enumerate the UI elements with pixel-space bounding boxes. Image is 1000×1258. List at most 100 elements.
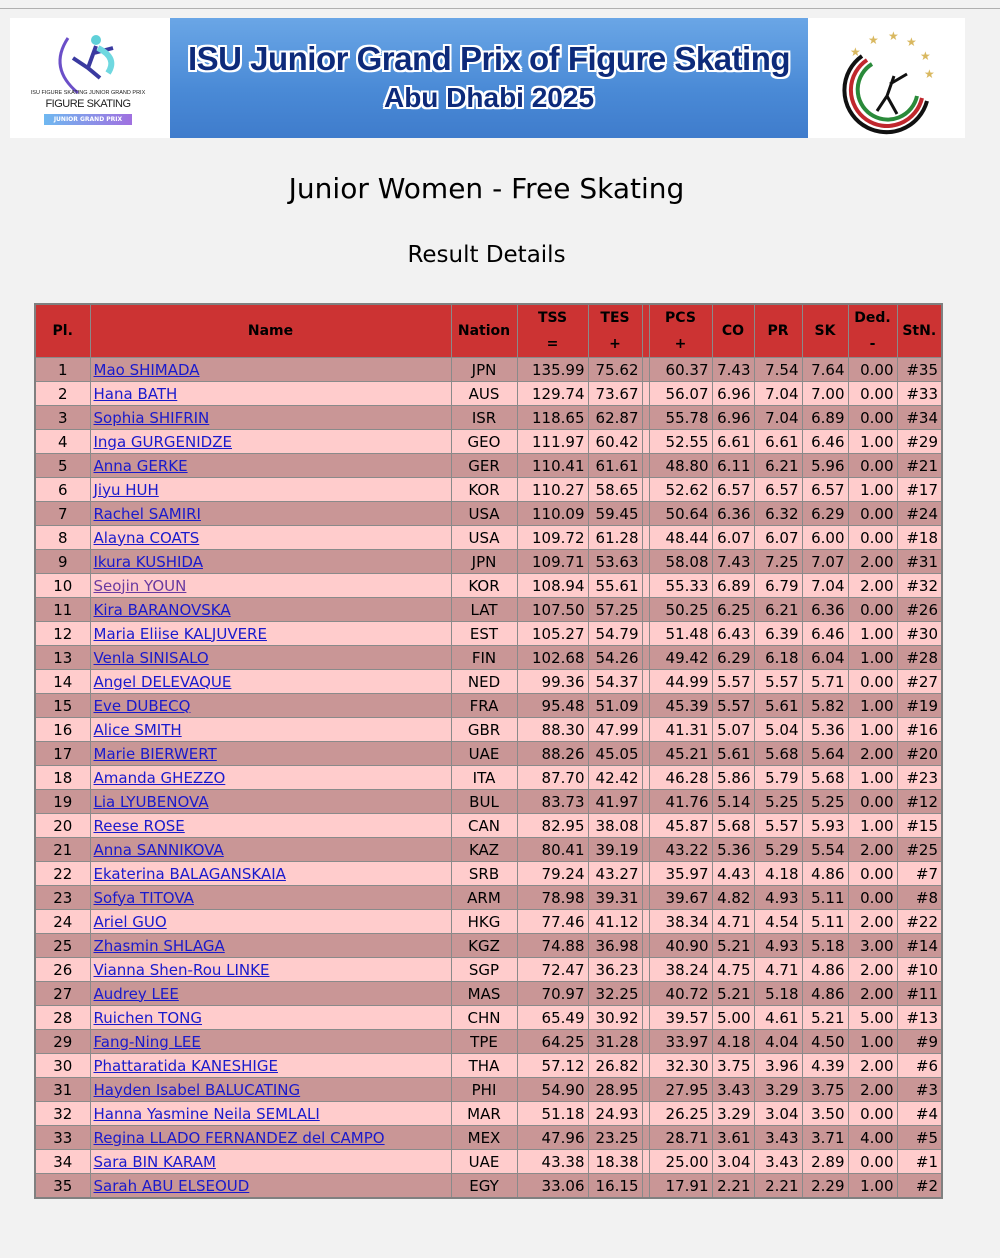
skater-link[interactable]: Venla SINISALO [93,648,209,667]
cell-co: 6.61 [711,429,755,454]
cell-nation: AUS [450,381,518,406]
cell-pl: 25 [34,933,91,958]
skater-link[interactable]: Rachel SAMIRI [93,504,201,523]
skater-link[interactable]: Marie BIERWERT [93,744,217,763]
cell-pr: 6.07 [753,525,803,550]
cell-pl: 2 [34,381,91,406]
cell-tss: 118.65 [516,405,589,430]
cell-pcs: 40.72 [648,981,713,1006]
header-operator: + [609,336,621,352]
skater-link[interactable]: Jiyu HUH [93,480,159,499]
skater-link[interactable]: Hayden Isabel BALUCATING [93,1080,301,1099]
skater-link[interactable]: Maria Eliise KALJUVERE [93,624,267,643]
cell-tes: 43.27 [587,861,643,886]
skater-link[interactable]: Vianna Shen-Rou LINKE [93,960,270,979]
skater-link[interactable]: Alayna COATS [93,528,200,547]
spacer-cell [641,717,650,742]
skater-link[interactable]: Eve DUBECQ [93,696,191,715]
table-row: 21 Anna SANNIKOVA KAZ 80.41 39.19 43.22 5.36 5.… [34,837,943,862]
spacer-cell [641,933,650,958]
cell-pl: 16 [34,717,91,742]
logo-junior-grand-prix-text: JUNIOR GRAND PRIX [44,114,132,125]
cell-pcs: 40.90 [648,933,713,958]
cell-tes: 47.99 [587,717,643,742]
skater-link[interactable]: Lia LYUBENOVA [93,792,209,811]
cell-pcs: 44.99 [648,669,713,694]
skater-link[interactable]: Phattaratida KANESHIGE [93,1056,278,1075]
skater-link[interactable]: Anna SANNIKOVA [93,840,224,859]
skater-link[interactable]: Hana BATH [93,384,178,403]
cell-pl: 12 [34,621,91,646]
skater-link[interactable]: Audrey LEE [93,984,179,1003]
cell-stn: #15 [896,813,943,838]
cell-co: 5.14 [711,789,755,814]
cell-stn: #25 [896,837,943,862]
table-row: 1 Mao SHIMADA JPN 135.99 75.62 60.37 7.43 7.54 7… [34,357,943,382]
cell-pcs: 35.97 [648,861,713,886]
cell-tss: 105.27 [516,621,589,646]
cell-pl: 30 [34,1053,91,1078]
skater-link[interactable]: Kira BARANOVSKA [93,600,231,619]
skater-link[interactable]: Fang-Ning LEE [93,1032,201,1051]
skater-link[interactable]: Hanna Yasmine Neila SEMLALI [93,1104,320,1123]
skater-link[interactable]: Sarah ABU ELSEOUD [93,1176,250,1195]
cell-pl: 33 [34,1125,91,1150]
cell-nation: UAE [450,1149,518,1174]
spacer-cell [641,1053,650,1078]
skater-link[interactable]: Seojin YOUN [93,576,187,595]
banner-title: ISU Junior Grand Prix of Figure Skating [187,40,791,77]
skater-link[interactable]: Ariel GUO [93,912,167,931]
skater-link[interactable]: Regina LLADO FERNANDEZ del CAMPO [93,1128,385,1147]
cell-co: 5.57 [711,693,755,718]
skater-link[interactable]: Ruichen TONG [93,1008,203,1027]
cell-ded: 1.00 [847,1029,898,1054]
cell-stn: #1 [896,1149,943,1174]
skater-link[interactable]: Alice SMITH [93,720,182,739]
cell-stn: #34 [896,405,943,430]
skater-link[interactable]: Anna GERKE [93,456,188,475]
cell-nation: USA [450,501,518,526]
cell-pr: 4.61 [753,1005,803,1030]
skater-link[interactable]: Ikura KUSHIDA [93,552,203,571]
cell-pr: 6.21 [753,453,803,478]
cell-sk: 5.68 [801,765,849,790]
skater-link[interactable]: Amanda GHEZZO [93,768,226,787]
skater-link[interactable]: Sara BIN KARAM [93,1152,216,1171]
skater-link[interactable]: Zhasmin SHLAGA [93,936,225,955]
cell-pcs: 55.78 [648,405,713,430]
cell-sk: 4.39 [801,1053,849,1078]
header-label: StN. [902,323,937,339]
skater-link[interactable]: Ekaterina BALAGANSKAIA [93,864,286,883]
cell-pl: 28 [34,1005,91,1030]
skater-link[interactable]: Inga GURGENIDZE [93,432,233,451]
header-label: Pl. [52,323,73,339]
cell-ded: 0.00 [847,789,898,814]
cell-tes: 26.82 [587,1053,643,1078]
cell-sk: 5.25 [801,789,849,814]
skater-link[interactable]: Angel DELEVAQUE [93,672,232,691]
cell-nation: MAS [450,981,518,1006]
cell-ded: 2.00 [847,837,898,862]
table-row: 25 Zhasmin SHLAGA KGZ 74.88 36.98 40.90 5.21 4.… [34,933,943,958]
cell-co: 5.07 [711,717,755,742]
svg-text:★: ★ [920,49,931,63]
skater-link[interactable]: Mao SHIMADA [93,360,200,379]
cell-sk: 3.75 [801,1077,849,1102]
header-operator: = [546,336,559,352]
spacer-cell [641,549,650,574]
cell-co: 6.07 [711,525,755,550]
cell-nation: KGZ [450,933,518,958]
skater-link[interactable]: Sofya TITOVA [93,888,194,907]
cell-sk: 4.86 [801,957,849,982]
table-row: 27 Audrey LEE MAS 70.97 32.25 40.72 5.21 5.18 4.… [34,981,943,1006]
cell-tss: 99.36 [516,669,589,694]
skater-link[interactable]: Sophia SHIFRIN [93,408,210,427]
table-row: 11 Kira BARANOVSKA LAT 107.50 57.25 50.25 6.25… [34,597,943,622]
cell-stn: #11 [896,981,943,1006]
cell-tss: 43.38 [516,1149,589,1174]
spacer-cell [641,957,650,982]
cell-nation: SGP [450,957,518,982]
table-row: 8 Alayna COATS USA 109.72 61.28 48.44 6.07 6.07… [34,525,943,550]
cell-co: 4.18 [711,1029,755,1054]
skater-link[interactable]: Reese ROSE [93,816,185,835]
